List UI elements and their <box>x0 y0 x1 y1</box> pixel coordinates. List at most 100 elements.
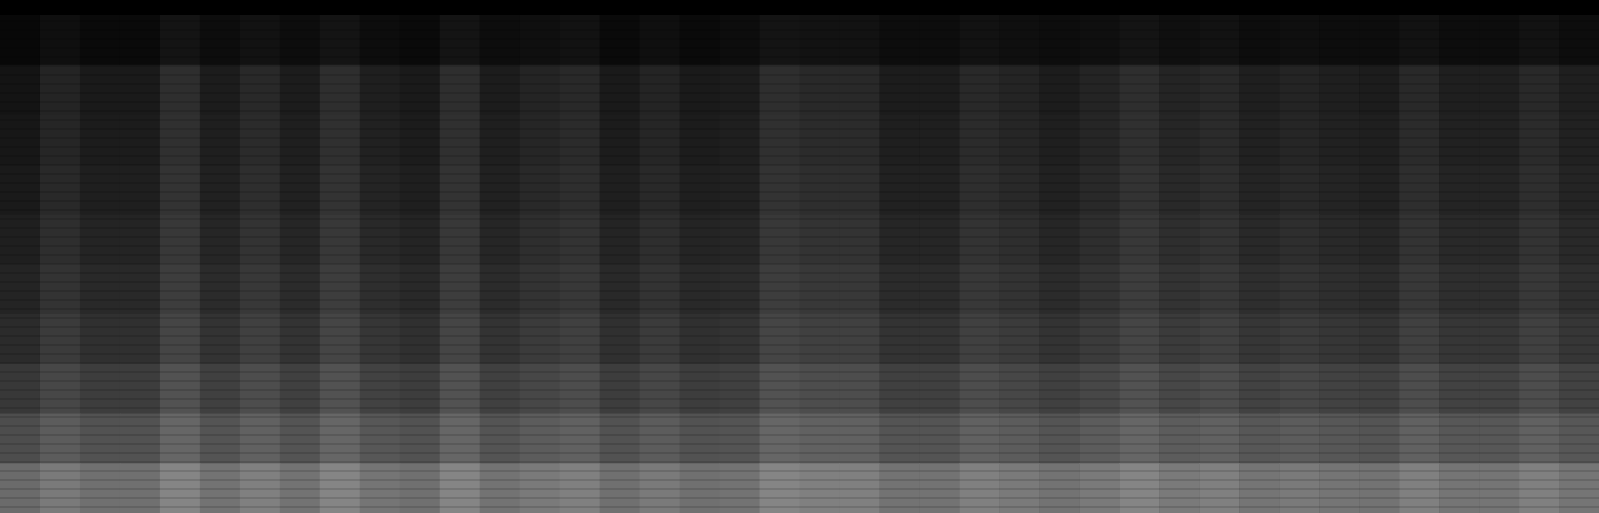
cell <box>640 214 680 264</box>
cell <box>1439 314 1479 364</box>
cells <box>0 15 1599 513</box>
cell <box>879 413 919 463</box>
cell <box>720 264 760 314</box>
cell <box>320 413 360 463</box>
cell <box>1039 264 1079 314</box>
cell <box>400 164 440 214</box>
cell <box>680 214 720 264</box>
cell <box>80 364 120 414</box>
cell <box>240 314 280 364</box>
cell <box>0 15 40 65</box>
cell <box>1159 264 1199 314</box>
cell <box>240 115 280 165</box>
cell <box>680 15 720 65</box>
cell <box>720 115 760 165</box>
cell <box>1519 364 1559 414</box>
cell <box>879 115 919 165</box>
cell <box>320 214 360 264</box>
cell <box>640 115 680 165</box>
cell <box>1159 115 1199 165</box>
cell <box>1439 264 1479 314</box>
cell <box>40 214 80 264</box>
cell <box>200 15 240 65</box>
cell <box>240 264 280 314</box>
cell <box>1359 164 1399 214</box>
cell <box>1479 65 1519 115</box>
cell <box>1079 264 1119 314</box>
cell <box>680 115 720 165</box>
cell <box>800 115 840 165</box>
cell <box>1119 65 1159 115</box>
cell <box>280 214 320 264</box>
cell <box>760 65 800 115</box>
cell <box>360 264 400 314</box>
cell <box>240 413 280 463</box>
cell <box>1439 65 1479 115</box>
cell <box>400 214 440 264</box>
cell <box>1119 413 1159 463</box>
cell <box>560 65 600 115</box>
cell <box>320 164 360 214</box>
cell <box>1079 115 1119 165</box>
cell <box>1519 164 1559 214</box>
cell <box>80 115 120 165</box>
cell <box>160 314 200 364</box>
cell <box>400 314 440 364</box>
cell <box>80 15 120 65</box>
cell <box>760 164 800 214</box>
cell <box>80 164 120 214</box>
cell <box>999 264 1039 314</box>
cell <box>1319 115 1359 165</box>
cell <box>1479 214 1519 264</box>
cell <box>959 164 999 214</box>
cell <box>40 65 80 115</box>
cell <box>999 413 1039 463</box>
cell <box>280 164 320 214</box>
cell <box>1199 314 1239 364</box>
cell <box>1239 413 1279 463</box>
cell <box>1359 65 1399 115</box>
cell <box>760 15 800 65</box>
cell <box>999 65 1039 115</box>
cell <box>1559 164 1599 214</box>
cell <box>1319 214 1359 264</box>
cell <box>839 15 879 65</box>
background <box>0 0 1599 513</box>
cell <box>640 65 680 115</box>
cell <box>440 214 480 264</box>
cell <box>919 364 959 414</box>
cell <box>1119 264 1159 314</box>
cell <box>120 15 160 65</box>
cell <box>400 115 440 165</box>
cell <box>1399 214 1439 264</box>
cell <box>1159 65 1199 115</box>
cell <box>520 164 560 214</box>
cell <box>120 164 160 214</box>
cell <box>1519 413 1559 463</box>
cell <box>1519 115 1559 165</box>
cell <box>1319 164 1359 214</box>
cell <box>959 65 999 115</box>
cell <box>0 115 40 165</box>
cell <box>999 364 1039 414</box>
cell <box>440 364 480 414</box>
cell <box>760 264 800 314</box>
cell <box>959 314 999 364</box>
cell <box>400 65 440 115</box>
cell <box>640 413 680 463</box>
cell <box>1559 115 1599 165</box>
cell <box>720 65 760 115</box>
cell <box>480 413 520 463</box>
cell <box>1559 15 1599 65</box>
cell <box>1479 364 1519 414</box>
cell <box>919 115 959 165</box>
cell <box>360 164 400 214</box>
cell <box>1399 314 1439 364</box>
cell <box>320 15 360 65</box>
cell <box>560 214 600 264</box>
cell <box>40 413 80 463</box>
cell <box>200 413 240 463</box>
cell <box>600 214 640 264</box>
cell <box>240 15 280 65</box>
cell <box>1079 364 1119 414</box>
